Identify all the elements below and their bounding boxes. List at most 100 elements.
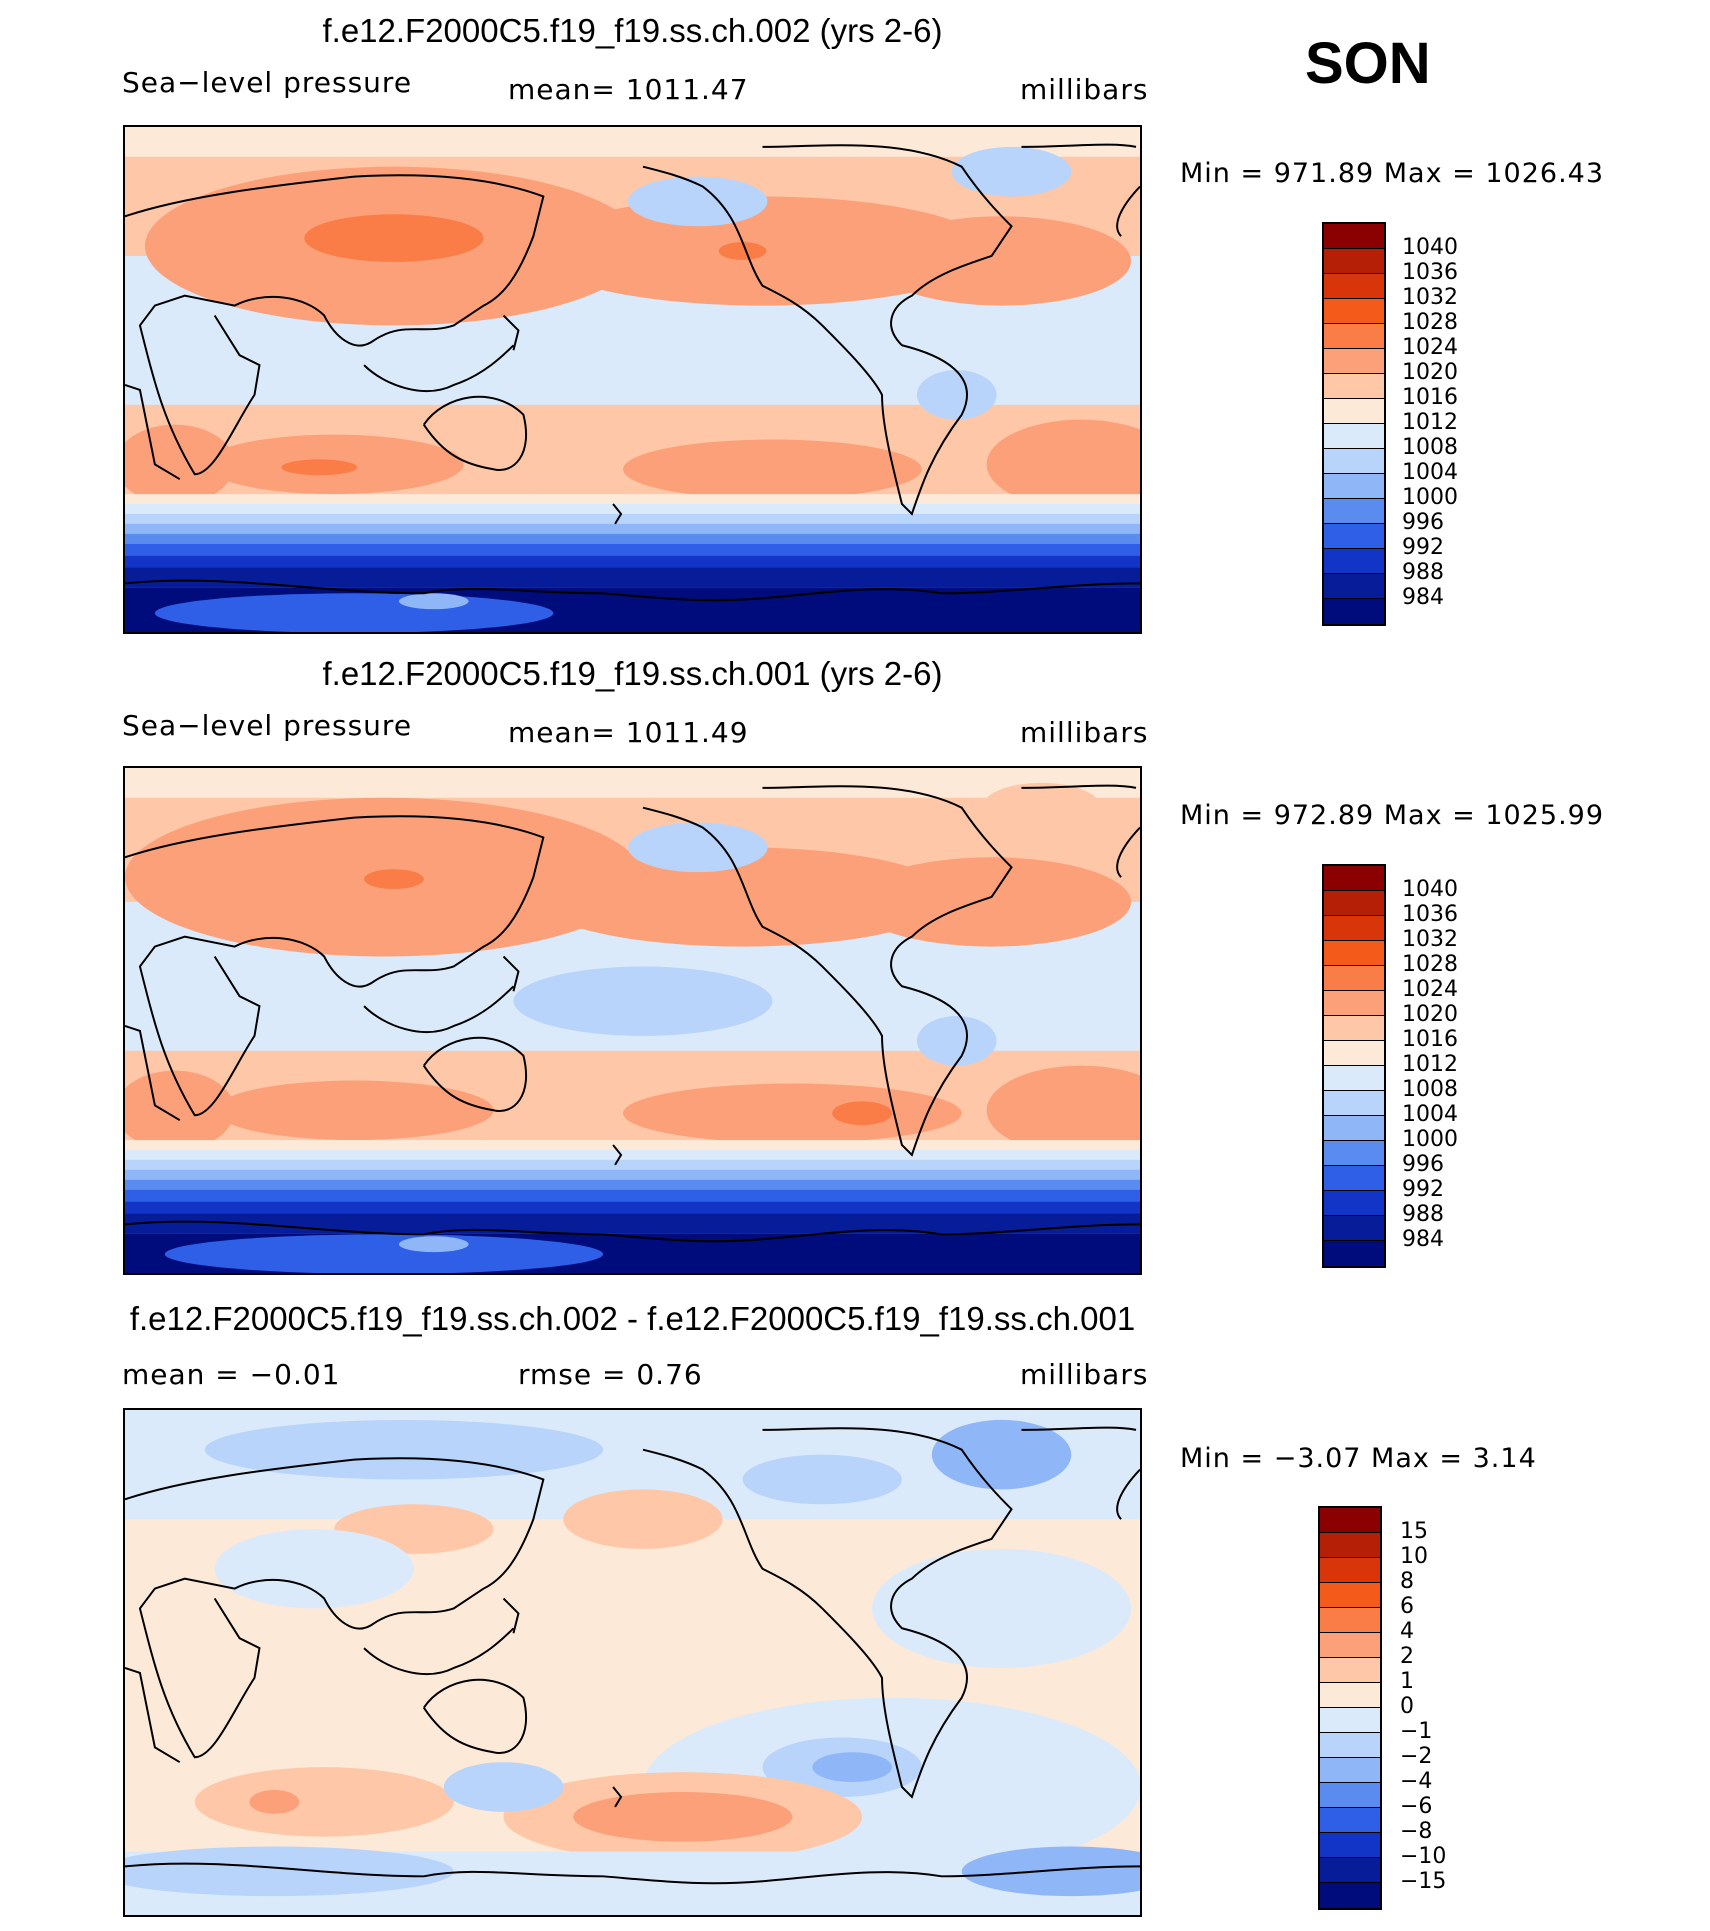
panel2-map-svg	[125, 768, 1140, 1273]
colorbar-tick-label: −4	[1400, 1769, 1433, 1794]
colorbar-tick-label: 10	[1400, 1544, 1428, 1569]
colorbar-swatch	[1320, 1583, 1380, 1608]
colorbar-tick-label: 1012	[1402, 1052, 1458, 1077]
colorbar-tick-label: 4	[1400, 1619, 1414, 1644]
colorbar-tick-label: 1032	[1402, 285, 1458, 310]
colorbar-swatch	[1320, 1633, 1380, 1658]
colorbar-tick-label: 1004	[1402, 460, 1458, 485]
panel3-minmax: Min = −3.07 Max = 3.14	[1180, 1443, 1537, 1474]
colorbar-tick-label: 1020	[1402, 360, 1458, 385]
colorbar-swatch	[1320, 1658, 1380, 1683]
colorbar-swatch	[1324, 991, 1384, 1016]
colorbar-tick-label: −8	[1400, 1819, 1433, 1844]
colorbar-tick-label: 1020	[1402, 1002, 1458, 1027]
colorbar-swatch	[1324, 324, 1384, 349]
season-label: SON	[1305, 31, 1431, 96]
colorbar-tick-label: 1024	[1402, 335, 1458, 360]
colorbar-tick-label: 984	[1402, 1227, 1444, 1252]
colorbar-tick-label: 992	[1402, 535, 1444, 560]
colorbar-tick-label: −10	[1400, 1844, 1447, 1869]
colorbar-swatch	[1320, 1683, 1380, 1708]
panel3-colorbar-labels: 15 10 8 6 4 2 1 0 −1 −2 −4 −6 −8 −10 −15	[1400, 1519, 1446, 1894]
panel1-map	[123, 125, 1142, 634]
colorbar-tick-label: 996	[1402, 1152, 1444, 1177]
colorbar-tick-label: −2	[1400, 1744, 1433, 1769]
panel2-variable-label: Sea−level pressure	[122, 709, 413, 742]
colorbar-tick-label: 1	[1400, 1669, 1414, 1694]
colorbar-tick-label: 6	[1400, 1594, 1414, 1619]
colorbar-swatch	[1324, 1216, 1384, 1241]
colorbar-swatch	[1320, 1533, 1380, 1558]
colorbar-swatch	[1324, 549, 1384, 574]
colorbar-tick-label: 984	[1402, 585, 1444, 610]
colorbar-swatch	[1324, 449, 1384, 474]
colorbar-swatch	[1324, 249, 1384, 274]
colorbar-tick-label: −1	[1400, 1719, 1433, 1744]
colorbar-swatch	[1324, 966, 1384, 991]
panel2-colorbar-labels: 1040 1036 1032 1028 1024 1020 1016 1012 1008 1004…	[1402, 877, 1458, 1252]
colorbar-tick-label: 1008	[1402, 1077, 1458, 1102]
colorbar-tick-label: 1032	[1402, 927, 1458, 952]
colorbar-swatch	[1324, 1191, 1384, 1216]
colorbar-swatch	[1324, 891, 1384, 916]
colorbar-swatch	[1324, 866, 1384, 891]
colorbar-swatch	[1324, 1141, 1384, 1166]
colorbar-swatch	[1324, 941, 1384, 966]
panel2-minmax: Min = 972.89 Max = 1025.99	[1180, 800, 1605, 831]
colorbar-swatch	[1320, 1508, 1380, 1533]
panel1-title: f.e12.F2000C5.f19_f19.ss.ch.002 (yrs 2-6…	[322, 12, 943, 49]
colorbar-swatch	[1324, 1116, 1384, 1141]
colorbar-swatch	[1320, 1833, 1380, 1858]
panel3-title: f.e12.F2000C5.f19_f19.ss.ch.002 - f.e12.…	[129, 1300, 1136, 1337]
colorbar-swatch	[1320, 1783, 1380, 1808]
colorbar-tick-label: 992	[1402, 1177, 1444, 1202]
colorbar-swatch	[1320, 1808, 1380, 1833]
panel2-title: f.e12.F2000C5.f19_f19.ss.ch.001 (yrs 2-6…	[322, 655, 943, 692]
colorbar-swatch	[1324, 424, 1384, 449]
colorbar-swatch	[1324, 399, 1384, 424]
colorbar-tick-label: 1000	[1402, 1127, 1458, 1152]
colorbar-tick-label: 1028	[1402, 952, 1458, 977]
panel1-minmax: Min = 971.89 Max = 1026.43	[1180, 158, 1605, 189]
colorbar-swatch	[1320, 1758, 1380, 1783]
colorbar-tick-label: 1036	[1402, 902, 1458, 927]
colorbar-swatch	[1324, 599, 1384, 624]
colorbar-tick-label: 1000	[1402, 485, 1458, 510]
colorbar-tick-label: 2	[1400, 1644, 1414, 1669]
colorbar-swatch	[1320, 1608, 1380, 1633]
colorbar-tick-label: 15	[1400, 1519, 1428, 1544]
colorbar-swatch	[1324, 349, 1384, 374]
colorbar-tick-label: 1040	[1402, 235, 1458, 260]
colorbar-tick-label: −15	[1400, 1869, 1447, 1894]
panel2-units-label: millibars	[1020, 716, 1149, 749]
colorbar-tick-label: 1016	[1402, 385, 1458, 410]
panel3-map	[123, 1408, 1142, 1917]
panel2-colorbar	[1322, 864, 1386, 1268]
colorbar-swatch	[1324, 274, 1384, 299]
panel1-mean-label: mean= 1011.47	[508, 73, 749, 106]
colorbar-swatch	[1324, 574, 1384, 599]
colorbar-swatch	[1324, 916, 1384, 941]
colorbar-swatch	[1324, 1016, 1384, 1041]
panel2-mean-label: mean= 1011.49	[508, 716, 749, 749]
colorbar-tick-label: −6	[1400, 1794, 1433, 1819]
colorbar-swatch	[1320, 1733, 1380, 1758]
colorbar-swatch	[1320, 1708, 1380, 1733]
colorbar-swatch	[1324, 499, 1384, 524]
panel1-colorbar-labels: 1040 1036 1032 1028 1024 1020 1016 1012 1008 1004…	[1402, 235, 1458, 610]
panel3-map-svg	[125, 1410, 1140, 1915]
colorbar-tick-label: 1016	[1402, 1027, 1458, 1052]
colorbar-tick-label: 1028	[1402, 310, 1458, 335]
colorbar-swatch	[1320, 1558, 1380, 1583]
colorbar-swatch	[1324, 524, 1384, 549]
panel1-map-svg	[125, 127, 1140, 632]
colorbar-swatch	[1324, 1166, 1384, 1191]
colorbar-tick-label: 996	[1402, 510, 1444, 535]
panel3-units-label: millibars	[1020, 1358, 1149, 1391]
panel3-colorbar	[1318, 1506, 1382, 1910]
colorbar-tick-label: 988	[1402, 560, 1444, 585]
colorbar-swatch	[1324, 1066, 1384, 1091]
colorbar-tick-label: 8	[1400, 1569, 1414, 1594]
colorbar-tick-label: 1036	[1402, 260, 1458, 285]
colorbar-swatch	[1320, 1858, 1380, 1883]
